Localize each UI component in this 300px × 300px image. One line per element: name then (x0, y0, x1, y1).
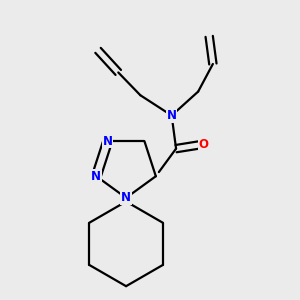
Text: N: N (167, 109, 177, 122)
Text: N: N (103, 135, 113, 148)
Text: O: O (199, 138, 209, 151)
Text: N: N (121, 191, 131, 204)
Text: N: N (91, 170, 101, 183)
